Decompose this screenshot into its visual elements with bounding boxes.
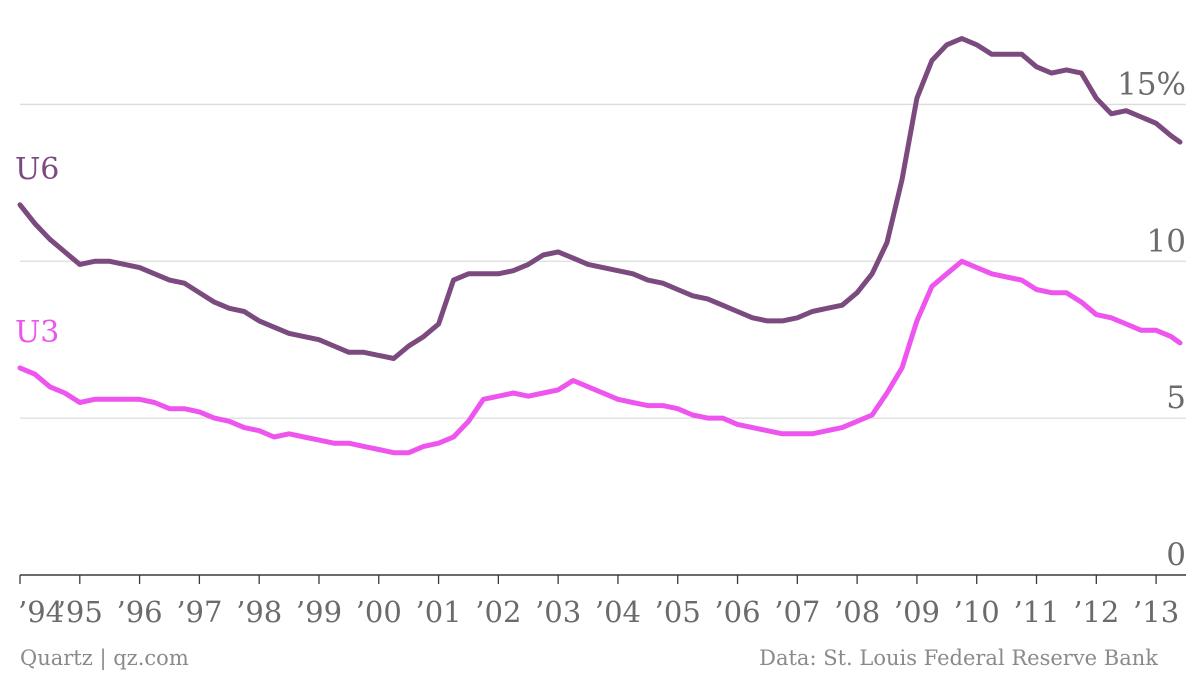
x-tick-label: ’13 xyxy=(1133,595,1179,629)
x-tick-label: ’97 xyxy=(176,595,222,629)
y-tick-label: 0 xyxy=(1166,537,1186,573)
source-credit: Quartz | qz.com xyxy=(20,646,189,670)
series-line-u3 xyxy=(17,258,1183,456)
x-tick-label: ’03 xyxy=(535,595,581,629)
y-tick-label: 15% xyxy=(1117,66,1186,102)
data-source: Data: St. Louis Federal Reserve Bank xyxy=(759,646,1158,670)
x-tick-label: ’04 xyxy=(595,595,641,629)
y-gridlines xyxy=(20,103,1186,576)
series-label-u6: U6 xyxy=(15,152,59,187)
x-tick-label: ’98 xyxy=(236,595,282,629)
y-tick-label: 5 xyxy=(1166,380,1186,416)
x-tick-label: ’07 xyxy=(774,595,820,629)
x-tick-label: ’00 xyxy=(356,595,402,629)
series-labels: U6 U3 xyxy=(15,152,59,350)
x-tick-label: ’06 xyxy=(714,595,760,629)
x-tick-label: ’11 xyxy=(1013,595,1059,629)
series-line-u6 xyxy=(17,36,1183,361)
x-tick-label: ’12 xyxy=(1073,595,1119,629)
series-label-u3: U3 xyxy=(15,315,59,350)
x-axis-ticks: ’94’95 ’96 ’97 ’98 ’99 ’00 ’01 ’02 ’03 ’04 ’05 ’06 ’… xyxy=(18,575,1179,629)
x-tick-label: ’95 xyxy=(57,595,103,629)
x-tick-label: ’96 xyxy=(117,595,163,629)
x-tick-label: ’99 xyxy=(296,595,342,629)
x-tick-label: ’09 xyxy=(894,595,940,629)
x-tick-label: ’10 xyxy=(954,595,1000,629)
x-tick-label: ’94 xyxy=(18,595,64,629)
series-lines xyxy=(17,36,1183,456)
x-tick-label: ’01 xyxy=(416,595,462,629)
y-tick-label: 10 xyxy=(1147,223,1186,259)
x-tick-label: ’05 xyxy=(655,595,701,629)
x-tick-label: ’02 xyxy=(475,595,521,629)
x-tick-label: ’08 xyxy=(834,595,880,629)
y-tick-labels: 0 5 10 15% xyxy=(1117,66,1186,573)
